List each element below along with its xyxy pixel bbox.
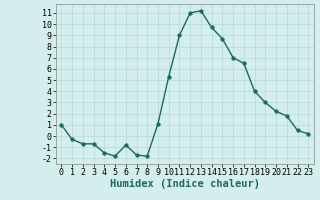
- X-axis label: Humidex (Indice chaleur): Humidex (Indice chaleur): [110, 179, 260, 189]
